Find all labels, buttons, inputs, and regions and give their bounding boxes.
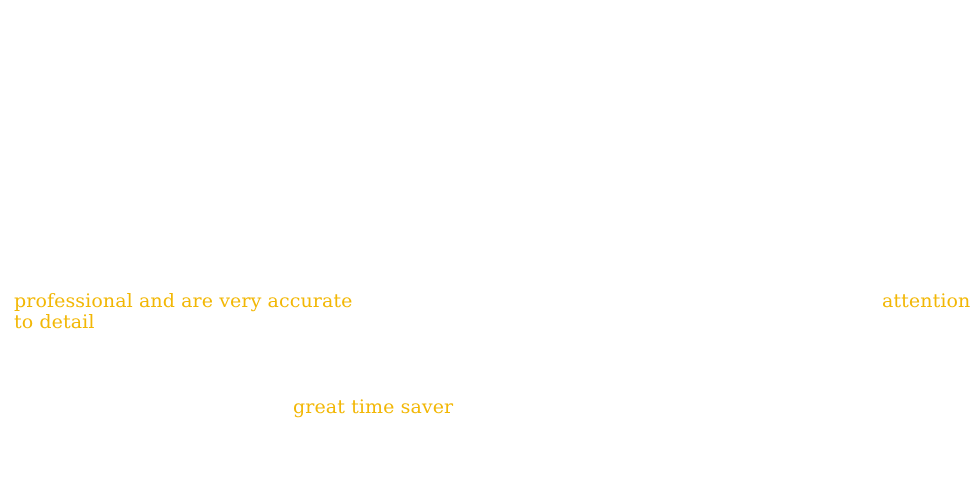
highlight-to-detail: to detail (14, 311, 95, 333)
highlight-attention: attention (882, 290, 971, 312)
highlight-great-time-saver: great time saver (293, 396, 454, 418)
highlight-professional-accurate: professional and are very accurate (14, 290, 353, 312)
